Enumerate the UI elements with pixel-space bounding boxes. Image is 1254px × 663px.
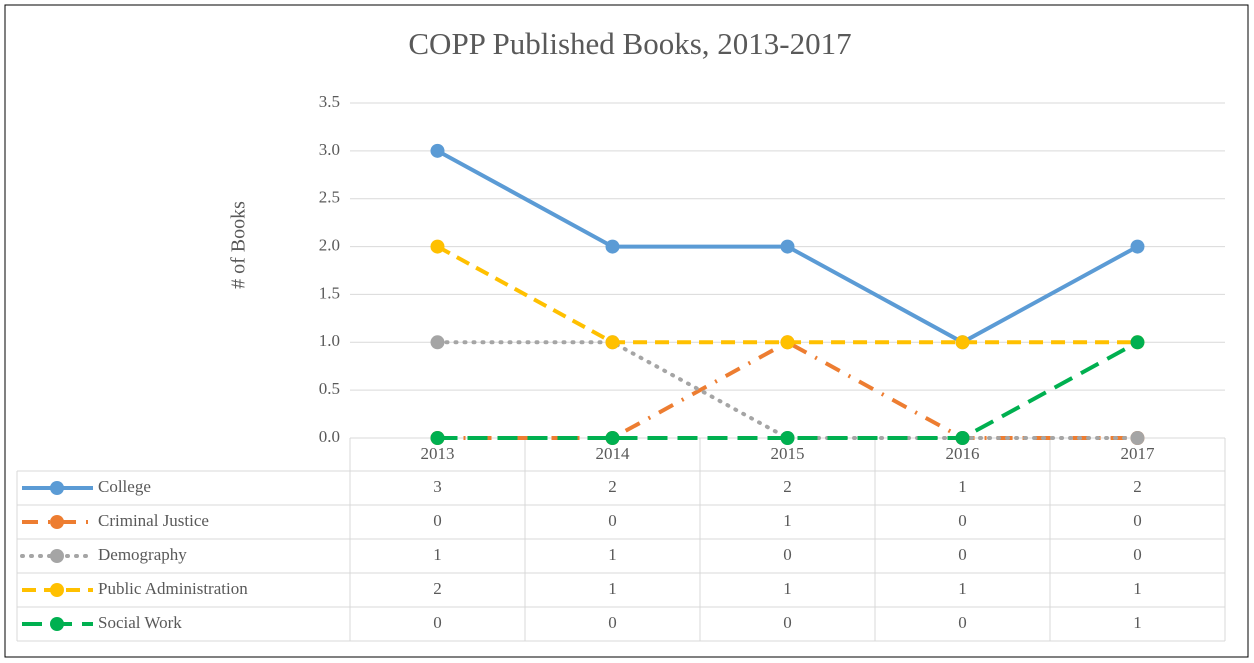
table-cell: 1 xyxy=(783,511,792,530)
point xyxy=(780,239,795,254)
legend-marker xyxy=(50,481,64,495)
table-cell: 1 xyxy=(958,477,967,496)
table-cell: 0 xyxy=(958,511,967,530)
point xyxy=(955,431,970,445)
point xyxy=(780,335,795,350)
legend-label: Demography xyxy=(98,545,187,564)
table-cell: 1 xyxy=(608,579,617,598)
point xyxy=(430,239,445,254)
table-cell: 0 xyxy=(608,511,617,530)
series-line xyxy=(435,340,1140,440)
x-tick-label: 2017 xyxy=(1121,444,1156,463)
table-cell: 1 xyxy=(1133,613,1142,632)
table-cell: 2 xyxy=(1133,477,1142,496)
table-cell: 0 xyxy=(433,511,442,530)
point xyxy=(1130,431,1145,445)
table-cell: 1 xyxy=(783,579,792,598)
table-cell: 0 xyxy=(783,613,792,632)
table-cell: 1 xyxy=(433,545,442,564)
x-tick-label: 2016 xyxy=(946,444,980,463)
point xyxy=(780,431,795,445)
legend-marker xyxy=(50,549,64,563)
point xyxy=(955,335,970,350)
point xyxy=(430,143,445,158)
table-cell: 2 xyxy=(433,579,442,598)
point xyxy=(1130,239,1145,254)
legend-label: Public Administration xyxy=(98,579,248,598)
table-cell: 0 xyxy=(783,545,792,564)
y-tick-label: 2.5 xyxy=(319,188,340,207)
table-cell: 0 xyxy=(608,613,617,632)
point xyxy=(605,431,620,445)
legend-marker xyxy=(50,617,64,631)
point xyxy=(605,335,620,350)
legend-label: College xyxy=(98,477,151,496)
y-tick-label: 3.0 xyxy=(319,140,340,159)
table-cell: 1 xyxy=(608,545,617,564)
x-tick-label: 2015 xyxy=(771,444,805,463)
table-cell: 3 xyxy=(433,477,442,496)
x-tick-label: 2013 xyxy=(421,444,455,463)
legend-marker xyxy=(50,515,64,529)
y-tick-label: 3.5 xyxy=(319,92,340,111)
table-cell: 1 xyxy=(958,579,967,598)
legend-label: Criminal Justice xyxy=(98,511,209,530)
y-axis-label: # of Books xyxy=(228,201,250,289)
table-cell: 2 xyxy=(783,477,792,496)
table-cell: 0 xyxy=(958,545,967,564)
table-cell: 1 xyxy=(1133,579,1142,598)
chart-frame xyxy=(4,4,1249,658)
x-tick-label: 2014 xyxy=(596,444,631,463)
point xyxy=(1130,335,1145,350)
y-tick-label: 1.5 xyxy=(319,283,340,302)
table-cell: 0 xyxy=(1133,545,1142,564)
table-cell: 0 xyxy=(958,613,967,632)
y-tick-label: 0.0 xyxy=(319,427,340,446)
series-line xyxy=(437,340,1138,440)
point xyxy=(605,239,620,254)
chart-title: COPP Published Books, 2013-2017 xyxy=(408,26,851,61)
y-tick-label: 2.0 xyxy=(319,235,340,254)
point xyxy=(430,431,445,445)
y-tick-label: 1.0 xyxy=(319,331,340,350)
table-cell: 0 xyxy=(433,613,442,632)
y-tick-label: 0.5 xyxy=(319,379,340,398)
point xyxy=(430,335,445,350)
legend-label: Social Work xyxy=(98,613,182,632)
table-cell: 0 xyxy=(1133,511,1142,530)
legend-marker xyxy=(50,583,64,597)
table-cell: 2 xyxy=(608,477,617,496)
